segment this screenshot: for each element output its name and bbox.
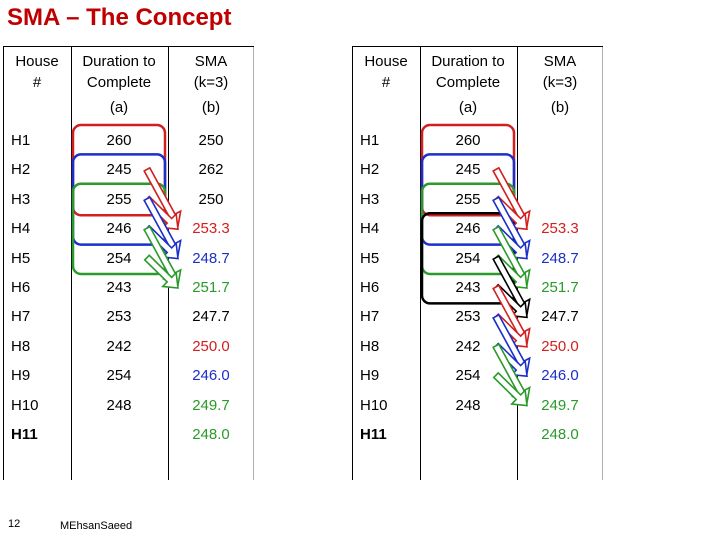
duration-value: 245 xyxy=(106,161,132,179)
sma-value: 250.0 xyxy=(541,337,579,355)
duration-value: 243 xyxy=(455,279,481,296)
header-sub-b: (b) xyxy=(550,99,570,116)
header-sub-a: (a) xyxy=(109,99,129,116)
house-label: H9 xyxy=(360,367,380,385)
table-top-border xyxy=(352,46,603,47)
house-label: H7 xyxy=(360,308,380,326)
house-label: H4 xyxy=(11,220,31,238)
house-label: H4 xyxy=(360,220,380,238)
table-border xyxy=(253,46,254,480)
duration-value: 248 xyxy=(106,396,132,414)
duration-value: 253 xyxy=(106,308,132,326)
sma-value xyxy=(518,155,602,184)
house-label: H1 xyxy=(11,132,31,149)
sma-value: 247.7 xyxy=(541,308,579,326)
header-house: House # xyxy=(364,53,408,91)
house-label: H3 xyxy=(11,190,31,208)
table-border xyxy=(3,46,4,480)
left-sma-table: House # Duration to Complete SMA (k=3) (a) … xyxy=(3,46,254,480)
duration-value: 243 xyxy=(106,279,132,296)
sma-value: 248.7 xyxy=(192,249,230,267)
header-duration: Duration to Complete xyxy=(82,53,156,91)
house-label: H2 xyxy=(360,161,380,179)
duration-value xyxy=(71,420,167,449)
header-house: House # xyxy=(15,53,59,91)
sma-value: 248.0 xyxy=(541,426,579,443)
sma-value: 251.7 xyxy=(192,279,230,296)
sma-value: 249.7 xyxy=(541,396,579,414)
house-label: H11 xyxy=(11,426,38,443)
sma-value: 262 xyxy=(198,161,224,179)
slide-title: SMA – The Concept xyxy=(7,4,232,31)
duration-value: 248 xyxy=(455,396,481,414)
house-label: H10 xyxy=(360,396,388,414)
sma-value: 248.7 xyxy=(541,249,579,267)
duration-value: 253 xyxy=(455,308,481,326)
sma-value: 246.0 xyxy=(192,367,230,385)
house-label: H1 xyxy=(360,132,380,149)
duration-value: 260 xyxy=(455,132,481,149)
house-label: H5 xyxy=(11,249,31,267)
house-label: H8 xyxy=(360,337,380,355)
sma-value: 250.0 xyxy=(192,337,230,355)
slide-number: 12 xyxy=(8,518,21,530)
sma-value: 248.0 xyxy=(192,426,230,443)
duration-value: 254 xyxy=(455,249,481,267)
sma-value xyxy=(518,126,602,155)
author-name: MEhsanSaeed xyxy=(60,520,133,532)
house-label: H6 xyxy=(360,279,380,296)
house-label: H9 xyxy=(11,367,31,385)
header-sma: SMA (k=3) xyxy=(542,53,578,91)
duration-value: 254 xyxy=(455,367,481,385)
duration-value: 246 xyxy=(106,220,132,238)
sma-value: 253.3 xyxy=(192,220,230,238)
house-label: H6 xyxy=(11,279,31,296)
duration-value: 254 xyxy=(106,249,132,267)
duration-value: 255 xyxy=(106,190,132,208)
sma-value xyxy=(518,185,602,214)
sma-value: 250 xyxy=(198,190,224,208)
duration-value: 245 xyxy=(455,161,481,179)
table-border xyxy=(352,46,353,480)
house-label: H10 xyxy=(11,396,39,414)
house-label: H3 xyxy=(360,190,380,208)
duration-value: 242 xyxy=(455,337,481,355)
sma-value: 249.7 xyxy=(192,396,230,414)
house-label: H11 xyxy=(360,426,387,443)
header-sub-a: (a) xyxy=(458,99,478,116)
table-divider xyxy=(71,46,72,480)
house-label: H7 xyxy=(11,308,31,326)
house-label: H2 xyxy=(11,161,31,179)
duration-value xyxy=(420,420,516,449)
duration-value: 246 xyxy=(455,220,481,238)
header-sma: SMA (k=3) xyxy=(193,53,229,91)
sma-value: 247.7 xyxy=(192,308,230,326)
header-duration: Duration to Complete xyxy=(431,53,505,91)
table-divider xyxy=(420,46,421,480)
house-label: H8 xyxy=(11,337,31,355)
table-border xyxy=(602,46,603,480)
duration-value: 254 xyxy=(106,367,132,385)
sma-value: 251.7 xyxy=(541,279,579,296)
house-label: H5 xyxy=(360,249,380,267)
right-sma-table: House # Duration to Complete SMA (k=3) (a) … xyxy=(352,46,603,480)
duration-value: 242 xyxy=(106,337,132,355)
table-top-border xyxy=(3,46,254,47)
duration-value: 260 xyxy=(106,132,132,149)
duration-value: 255 xyxy=(455,190,481,208)
sma-value: 246.0 xyxy=(541,367,579,385)
sma-value: 250 xyxy=(198,132,224,149)
sma-value: 253.3 xyxy=(541,220,579,238)
header-sub-b: (b) xyxy=(201,99,221,116)
